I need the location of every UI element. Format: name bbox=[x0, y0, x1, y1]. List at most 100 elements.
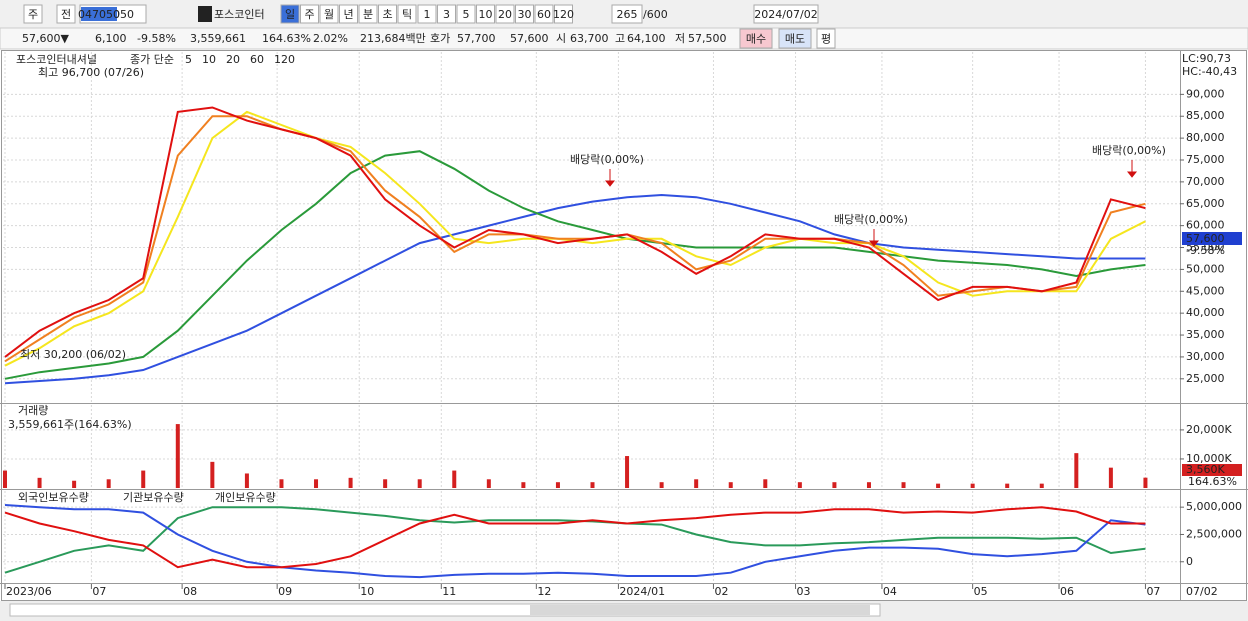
y-tick-label: 70,000 bbox=[1186, 175, 1225, 188]
interval-button-box[interactable] bbox=[495, 4, 515, 24]
period-button[interactable]: 일 bbox=[285, 7, 295, 21]
interval-button[interactable]: 120 bbox=[553, 8, 574, 21]
volume-bar bbox=[1143, 477, 1148, 488]
series-line bbox=[4, 193, 1146, 385]
avg-button[interactable]: 평 bbox=[821, 33, 831, 46]
x-tick-label: 07 bbox=[1146, 585, 1160, 598]
chart-frame bbox=[1, 50, 1247, 601]
interval-button[interactable]: 20 bbox=[498, 8, 512, 21]
period-button[interactable]: 틱 bbox=[402, 8, 412, 21]
volume-bar bbox=[37, 477, 42, 488]
interval-button[interactable]: 5 bbox=[463, 8, 470, 21]
buy-button-box[interactable] bbox=[739, 28, 773, 49]
x-tick-label: 09 bbox=[278, 585, 292, 598]
avg-button-box[interactable] bbox=[816, 28, 836, 49]
quote-ask: 57,700 bbox=[457, 32, 496, 45]
period-button-box[interactable] bbox=[378, 4, 397, 24]
count-max: /600 bbox=[643, 8, 668, 21]
interval-button-box[interactable] bbox=[534, 4, 554, 24]
period-button[interactable]: 주 bbox=[304, 8, 314, 21]
period-button-box[interactable] bbox=[358, 4, 378, 24]
volume-bar bbox=[314, 479, 319, 488]
x-tick-label: 2023/06 bbox=[6, 585, 52, 598]
volume-bar bbox=[1039, 483, 1044, 488]
interval-button[interactable]: 10 bbox=[479, 8, 493, 21]
last-volume-ratio: 164.63% bbox=[1188, 475, 1237, 488]
volume-bar bbox=[936, 483, 941, 488]
y-tick-label: 60,000 bbox=[1186, 219, 1225, 232]
period-button-box[interactable] bbox=[300, 4, 319, 24]
interval-button-box[interactable] bbox=[554, 4, 573, 24]
x-tick-label: 08 bbox=[183, 585, 197, 598]
period-button[interactable]: 초 bbox=[382, 8, 392, 21]
interval-button[interactable]: 3 bbox=[443, 8, 450, 21]
quote-high: 64,100 bbox=[627, 32, 666, 45]
interval-button-box[interactable] bbox=[437, 4, 456, 24]
y-tick-label: 5,000,000 bbox=[1186, 500, 1242, 513]
interval-button[interactable]: 60 bbox=[537, 8, 551, 21]
chart-title: 포스코인터내셔널 bbox=[16, 53, 97, 66]
count-box[interactable] bbox=[611, 4, 643, 24]
count[interactable]: 265 bbox=[617, 8, 638, 21]
period-button[interactable]: 분 bbox=[363, 8, 373, 21]
interval-button-box[interactable] bbox=[476, 4, 495, 24]
interval-button-box[interactable] bbox=[456, 4, 476, 24]
y-tick-label: 20,000K bbox=[1186, 423, 1232, 436]
buy-button[interactable]: 매수 bbox=[746, 33, 766, 46]
volume-bar bbox=[72, 480, 77, 488]
volume-bar bbox=[279, 479, 284, 488]
interval-button-box[interactable] bbox=[417, 4, 437, 24]
market-box[interactable] bbox=[23, 4, 43, 24]
legend-item: 외국인보유수량 bbox=[18, 491, 89, 504]
volume-bar bbox=[555, 482, 560, 488]
date[interactable]: 2024/07/02 bbox=[754, 8, 817, 21]
scroll-thumb[interactable] bbox=[530, 605, 870, 615]
series-line bbox=[4, 506, 1146, 574]
sell-button[interactable]: 매도 bbox=[785, 33, 805, 46]
interval-button[interactable]: 1 bbox=[424, 8, 431, 21]
legend-prefix: 종가 단순 bbox=[130, 53, 174, 66]
y-tick-label: 30,000 bbox=[1186, 350, 1225, 363]
y-tick-label: 2,500,000 bbox=[1186, 527, 1242, 540]
period-button-box[interactable] bbox=[319, 4, 339, 24]
volume-bar bbox=[1005, 483, 1010, 488]
volume-title: 거래량 bbox=[18, 404, 48, 417]
volume-bar bbox=[141, 470, 146, 488]
market[interactable]: 주 bbox=[28, 8, 38, 21]
quote-low: 57,500 bbox=[688, 32, 727, 45]
volume-bar bbox=[244, 473, 249, 488]
quote-rate: -9.58% bbox=[137, 32, 176, 45]
sell-button-box[interactable] bbox=[778, 28, 812, 49]
interval-button[interactable]: 30 bbox=[518, 8, 532, 21]
volume-bar bbox=[210, 461, 215, 488]
y-tick-label: 45,000 bbox=[1186, 284, 1225, 297]
quote-price: 57,600▼ bbox=[22, 32, 69, 45]
volume-bar bbox=[625, 456, 630, 488]
volume-bar bbox=[590, 482, 595, 488]
period-button-box[interactable] bbox=[339, 4, 358, 24]
volume-bar bbox=[970, 483, 975, 488]
volume-bar bbox=[348, 477, 353, 488]
period-button-box[interactable] bbox=[280, 4, 300, 24]
quote-bid-label: 호가 bbox=[430, 32, 450, 45]
period-button-box[interactable] bbox=[397, 4, 417, 24]
volume-bar bbox=[417, 479, 422, 488]
x-tick-label: 07 bbox=[92, 585, 106, 598]
prev[interactable]: 전 bbox=[61, 8, 71, 21]
legend-item: 기관보유수량 bbox=[123, 491, 184, 504]
prev-box[interactable] bbox=[56, 4, 76, 24]
period-button[interactable]: 월 bbox=[324, 8, 334, 21]
last-price: 57,600 bbox=[1186, 232, 1225, 245]
date-box[interactable] bbox=[753, 4, 819, 24]
y-tick-label: 35,000 bbox=[1186, 328, 1225, 341]
period-button[interactable]: 년 bbox=[343, 8, 353, 21]
dividend-arrow bbox=[868, 229, 880, 247]
legend-item: 20 bbox=[226, 53, 240, 66]
interval-button-box[interactable] bbox=[515, 4, 534, 24]
y-tick-label: 10,000K bbox=[1186, 452, 1232, 465]
stock-code-text: 047050 bbox=[78, 8, 120, 21]
series-line bbox=[4, 506, 1146, 569]
volume-bar bbox=[832, 482, 837, 488]
quote-bid: 57,600 bbox=[510, 32, 549, 45]
